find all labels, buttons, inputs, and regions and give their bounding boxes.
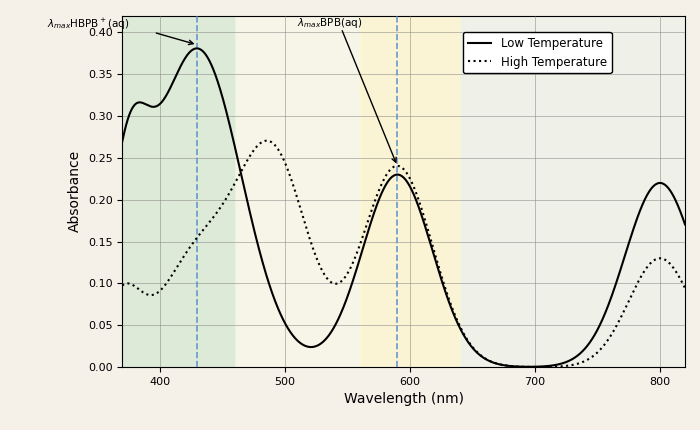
Text: $\lambda_{max}$HBPB$^+$(aq): $\lambda_{max}$HBPB$^+$(aq): [48, 17, 130, 32]
Bar: [235, 15, 360, 367]
Legend: Low Temperature, High Temperature: Low Temperature, High Temperature: [463, 32, 612, 74]
Bar: [360, 15, 460, 367]
Bar: [122, 15, 235, 367]
Y-axis label: Absorbance: Absorbance: [69, 150, 83, 232]
X-axis label: Wavelength (nm): Wavelength (nm): [344, 393, 463, 406]
Bar: [460, 15, 685, 367]
Text: $\lambda_{max}$BPB(aq): $\lambda_{max}$BPB(aq): [298, 15, 363, 30]
